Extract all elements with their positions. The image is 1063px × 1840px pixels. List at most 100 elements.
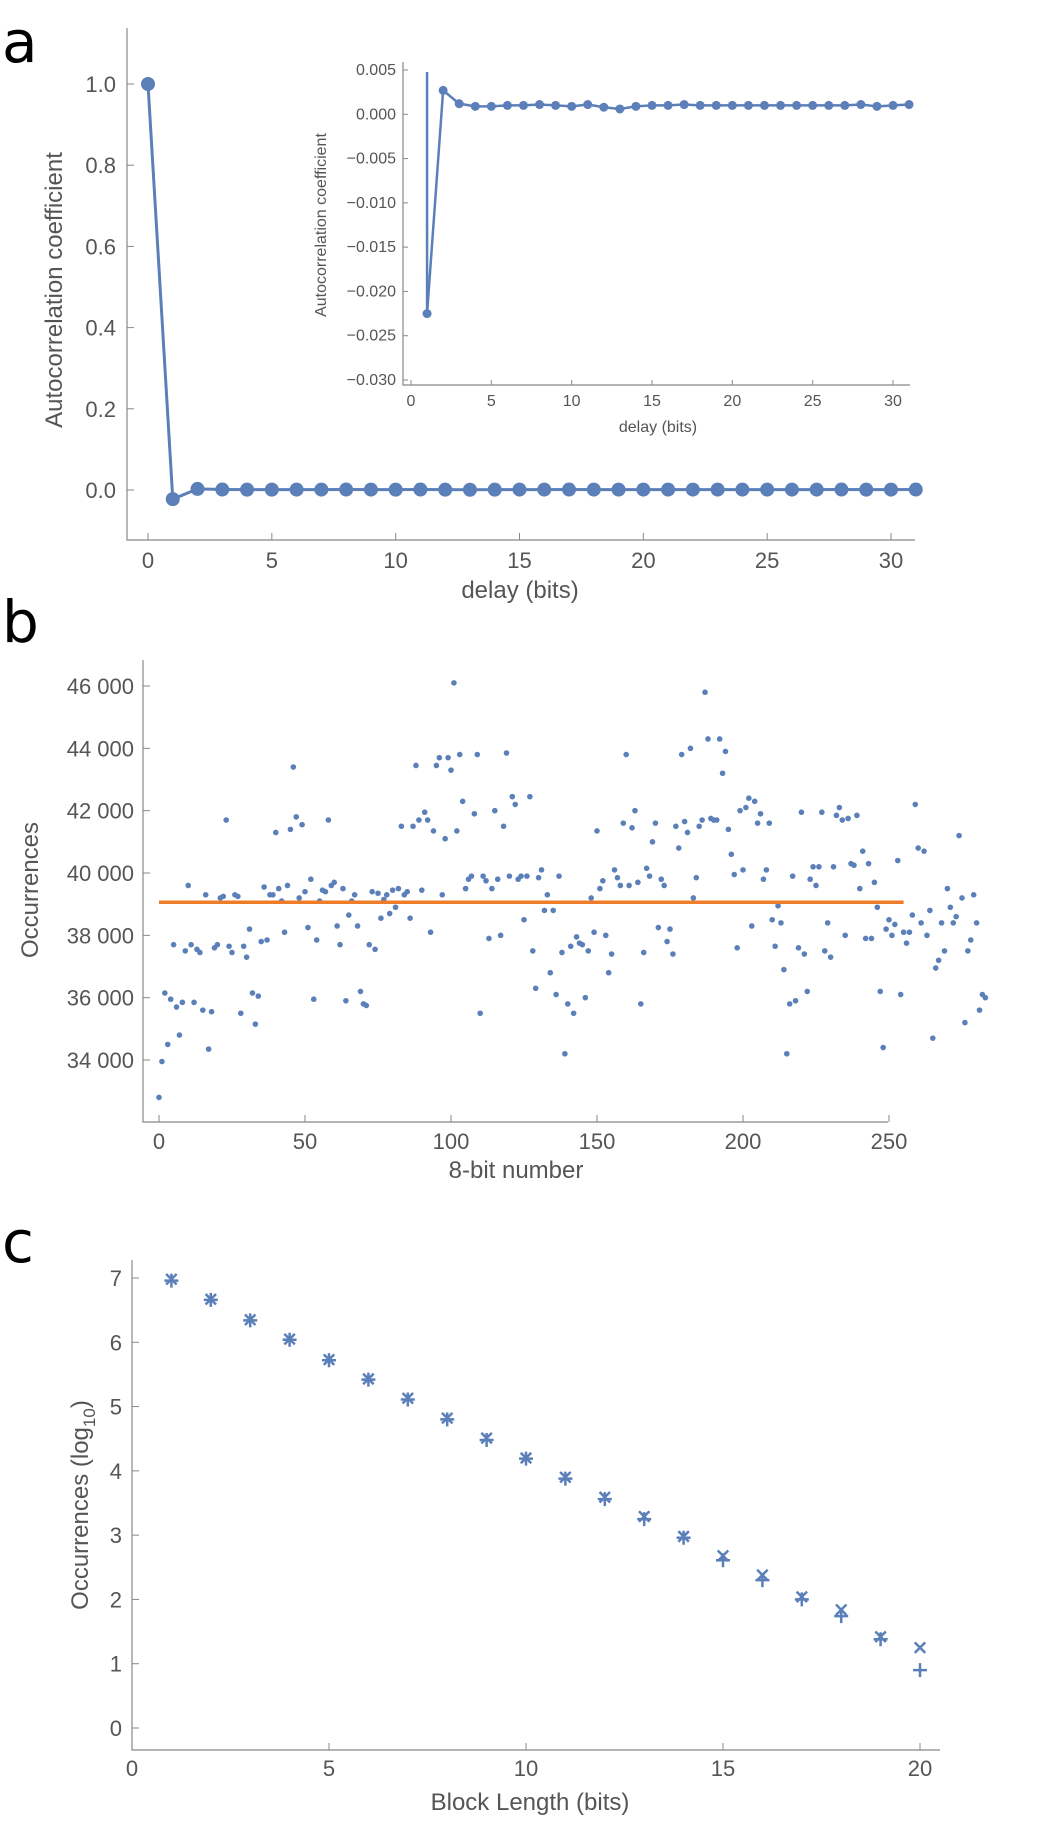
panel-b-point xyxy=(690,895,697,901)
panel-b-point xyxy=(246,926,253,932)
panel-a-point xyxy=(784,482,799,497)
panel-b-ytick-label: 46 000 xyxy=(67,674,134,699)
panel-b-point xyxy=(200,1007,206,1013)
panel-a-ytick-label: 0.2 xyxy=(85,397,116,422)
panel-b-ytick-label: 44 000 xyxy=(67,736,134,761)
panel-b-point xyxy=(719,770,726,777)
panel-b-point xyxy=(398,823,405,830)
panel-b-point xyxy=(427,929,434,936)
panel-b-point xyxy=(892,921,898,928)
panel-a-inset-point xyxy=(824,100,834,110)
panel-a-inset-point xyxy=(711,100,721,110)
panel-b-point xyxy=(930,1035,936,1041)
panel-b-point xyxy=(308,876,314,883)
panel-c-xtick-label: 5 xyxy=(323,1756,335,1781)
panel-b-point xyxy=(346,912,352,918)
panel-a-point xyxy=(636,482,651,497)
panel-b-point xyxy=(605,969,612,976)
panel-a-inset-point xyxy=(776,100,786,110)
panel-b-point xyxy=(789,873,796,879)
panel-c-xlabel: Block Length (bits) xyxy=(431,1789,630,1816)
panel-b-point xyxy=(170,941,177,948)
panel-b-point xyxy=(570,1010,577,1017)
panel-a-xtick-label: 20 xyxy=(631,548,655,573)
panel-b-point xyxy=(410,823,416,830)
chart-marks: 0 5 10 15 20 25 300.00.20.40.60.81.00 5 10 15 20 25… xyxy=(67,62,989,1781)
panel-b-point xyxy=(468,873,475,879)
panel-b-point xyxy=(486,935,492,942)
panel-a-ylabel: Autocorrelation coefficient xyxy=(41,152,68,428)
panel-a-point xyxy=(314,482,329,497)
panel-a-xtick-label: 5 xyxy=(266,548,278,573)
panel-b-point xyxy=(538,867,545,873)
panel-c-ylabel: Occurrences (log10) xyxy=(67,1400,99,1610)
panel-b-point xyxy=(824,920,831,926)
panel-c-marker-cross xyxy=(559,1471,572,1484)
panel-a-point xyxy=(413,482,428,497)
panel-b-point xyxy=(614,874,621,881)
panel-b-point xyxy=(725,826,732,833)
panel-b-ytick-label: 38 000 xyxy=(67,923,134,948)
panel-a-inset-xtick-label: 30 xyxy=(884,393,902,410)
panel-b-point xyxy=(202,892,209,898)
panel-a-inset-xtick-label: 20 xyxy=(723,393,741,410)
panel-a-point xyxy=(884,482,898,497)
panel-b-point xyxy=(629,825,635,831)
panel-b-point xyxy=(235,893,241,900)
panel-a-xtick-label: 15 xyxy=(507,548,531,573)
panel-b-point xyxy=(252,1021,259,1027)
panel-b-point xyxy=(693,874,700,881)
panel-b-point xyxy=(967,937,974,943)
panel-b-point xyxy=(293,814,300,820)
panel-c-ylabel-sub: 10 xyxy=(80,1408,99,1427)
panel-b-point xyxy=(243,954,250,960)
panel-a-inset-ytick-label: −0.010 xyxy=(347,195,396,212)
panel-a-inset-point xyxy=(583,100,593,110)
panel-a-inset-point xyxy=(599,102,609,112)
panel-b-point xyxy=(480,873,486,879)
panel-a-series-line xyxy=(146,83,916,502)
panel-c-marker-cross xyxy=(835,1603,848,1616)
panel-b-point xyxy=(816,863,822,870)
panel-b-xtick-label: 200 xyxy=(725,1129,762,1154)
panel-b-point xyxy=(378,915,384,921)
panel-b-point xyxy=(594,828,600,834)
panel-b-point xyxy=(722,748,729,755)
panel-label-a: a xyxy=(2,8,38,76)
panel-a-inset-point xyxy=(615,104,625,114)
panel-b-point xyxy=(784,1050,790,1057)
panel-b-point xyxy=(871,879,878,886)
panel-a-inset-point xyxy=(808,100,818,110)
panel-b-point xyxy=(687,745,694,752)
panel-b-point xyxy=(439,892,446,898)
panel-b-point xyxy=(544,892,551,898)
panel-b-point xyxy=(494,876,501,883)
panel-a-inset-xtick-label: 25 xyxy=(804,393,822,410)
panel-b-point xyxy=(512,801,519,808)
panel-b-point xyxy=(976,1007,983,1013)
panel-c-marker-cross xyxy=(716,1549,730,1562)
panel-b-point xyxy=(851,862,857,869)
panel-b-point xyxy=(337,941,343,948)
panel-b-point xyxy=(874,904,881,911)
panel-b-point xyxy=(433,762,440,769)
panel-c-ytick-label: 5 xyxy=(110,1395,122,1420)
panel-a-point xyxy=(462,482,477,497)
panel-b-point xyxy=(801,951,808,957)
panel-b-point xyxy=(751,798,758,805)
panel-b-point xyxy=(918,920,924,926)
panel-b-point xyxy=(845,815,851,822)
panel-b-point xyxy=(886,916,892,923)
panel-a-inset-ytick-label: 0.005 xyxy=(356,62,396,79)
panel-b-xtick-label: 50 xyxy=(293,1129,317,1154)
panel-a-inset-ytick-label: 0.000 xyxy=(356,106,396,123)
panel-b-point xyxy=(877,988,884,995)
panel-b-point xyxy=(766,820,773,826)
panel-a-point xyxy=(685,482,700,497)
panel-b-point xyxy=(565,1001,571,1007)
panel-a-ytick-label: 0.6 xyxy=(85,234,116,259)
panel-a-point xyxy=(735,482,750,497)
panel-b-point xyxy=(424,817,431,823)
panel-b-point xyxy=(857,885,863,892)
panel-b-point xyxy=(819,809,825,816)
